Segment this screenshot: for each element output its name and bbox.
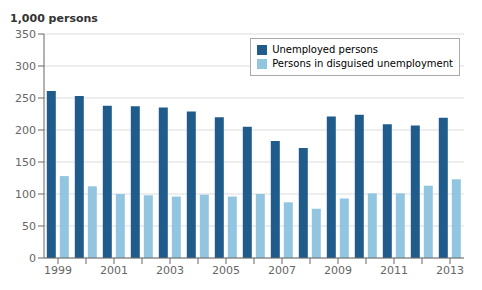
svg-text:2009: 2009 (324, 264, 352, 277)
svg-text:2007: 2007 (268, 264, 296, 277)
svg-text:2001: 2001 (100, 264, 128, 277)
html-text:Unemployed persons: Unemployed persons (272, 44, 378, 55)
svg-text:2005: 2005 (212, 264, 240, 277)
svg-text:2013: 2013 (436, 264, 464, 277)
svg-text:250: 250 (15, 92, 36, 105)
svg-text:200: 200 (15, 124, 36, 137)
svg-text:1999: 1999 (44, 264, 72, 277)
svg-text:2011: 2011 (380, 264, 408, 277)
svg-text:0: 0 (29, 252, 36, 265)
svg-text:350: 350 (15, 28, 36, 41)
svg-text:100: 100 (15, 188, 36, 201)
svg-text:300: 300 (15, 60, 36, 73)
html-text:1,000 persons: 1,000 persons (10, 12, 98, 25)
svg-text:2003: 2003 (156, 264, 184, 277)
html-text:Persons in disguised unemploym: Persons in disguised unemployment (272, 58, 453, 69)
svg-text:50: 50 (22, 220, 36, 233)
svg-text:150: 150 (15, 156, 36, 169)
